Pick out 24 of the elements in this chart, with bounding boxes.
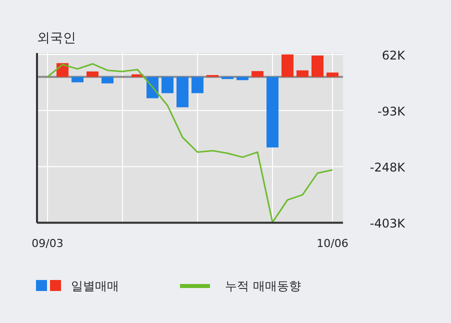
bar [86, 71, 98, 77]
legend-label: 누적 매매동향 [225, 279, 301, 293]
bar [266, 76, 278, 148]
bar [192, 76, 204, 94]
y-tick-label: -403K [370, 216, 406, 231]
bar [102, 76, 114, 84]
bar [162, 76, 174, 94]
bar [176, 76, 188, 108]
bar [326, 72, 338, 77]
bar [312, 56, 324, 77]
chart-title: 외국인 [37, 31, 76, 46]
y-tick-label: -93K [378, 104, 406, 119]
x-tick-label: 10/06 [316, 237, 348, 250]
bar [222, 76, 234, 80]
bar [296, 70, 308, 77]
bar [72, 76, 84, 82]
bar [282, 54, 294, 77]
line-series [46, 63, 334, 224]
bar [252, 71, 264, 77]
legend-label: 일별매매 [71, 279, 119, 293]
y-tick-label: -248K [370, 160, 406, 175]
bar [236, 76, 248, 80]
y-tick-label: 62K [382, 48, 406, 62]
x-tick-label: 09/03 [32, 237, 64, 250]
